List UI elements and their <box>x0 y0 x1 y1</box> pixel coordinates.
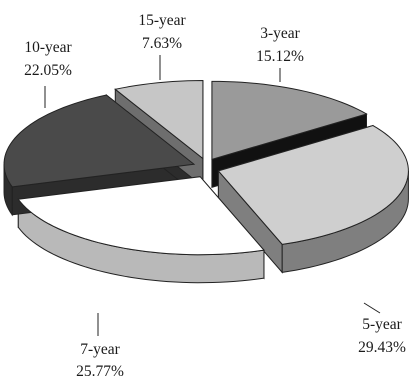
slice-percent-15-year: 7.63% <box>142 35 182 52</box>
slice-label-7-year: 7-year <box>80 341 120 358</box>
leader-line-5-year <box>363 302 381 314</box>
pie-tops <box>3 80 409 256</box>
slice-7-year <box>17 176 265 256</box>
slice-label-10-year: 10-year <box>24 39 72 56</box>
slice-3-year <box>211 80 368 160</box>
slice-5-year <box>217 125 409 245</box>
slice-percent-7-year: 25.77% <box>76 363 124 377</box>
slice-percent-5-year: 29.43% <box>358 339 406 356</box>
slice-percent-10-year: 22.05% <box>24 62 72 79</box>
slice-10-year <box>3 94 196 188</box>
slice-percent-3-year: 15.12% <box>256 48 304 65</box>
slice-label-3-year: 3-year <box>260 25 300 42</box>
slice-label-5-year: 5-year <box>362 316 402 333</box>
slice-15-year <box>114 80 204 160</box>
slice-label-15-year: 15-year <box>138 12 186 29</box>
